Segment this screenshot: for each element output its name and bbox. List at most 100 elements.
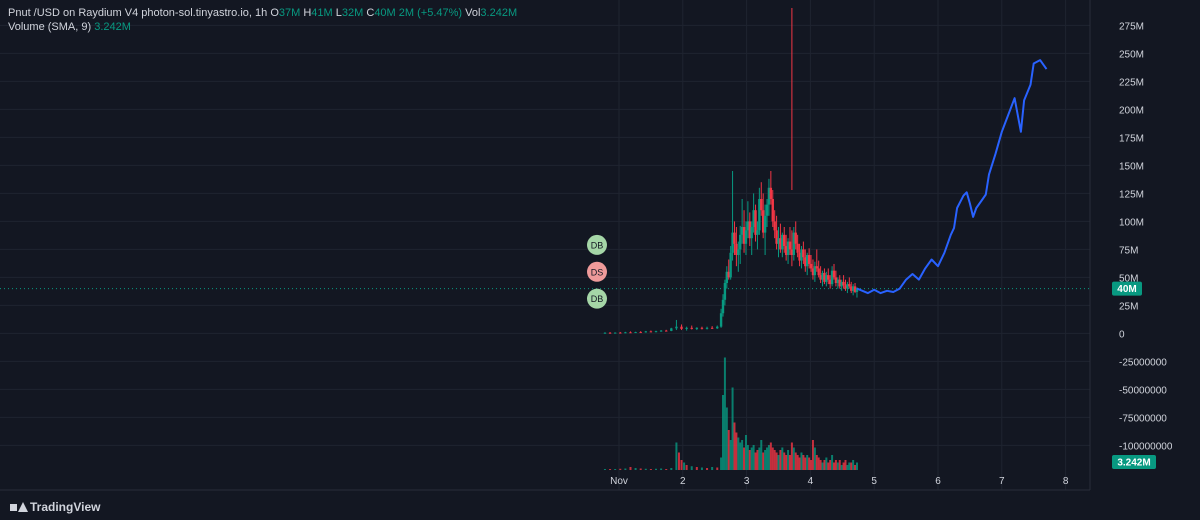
candle[interactable]	[748, 212, 751, 247]
candle[interactable]	[769, 171, 773, 205]
buy-signal-marker[interactable]: DB	[587, 234, 607, 255]
candle[interactable]	[844, 279, 847, 291]
candle[interactable]	[763, 204, 767, 255]
candle[interactable]	[783, 227, 786, 253]
candle[interactable]	[716, 325, 719, 329]
candle[interactable]	[836, 277, 840, 289]
candle[interactable]	[848, 277, 851, 289]
candle[interactable]	[773, 210, 776, 239]
candle[interactable]	[838, 275, 841, 289]
candle[interactable]	[850, 281, 853, 294]
candle[interactable]	[821, 270, 824, 287]
candle[interactable]	[760, 182, 763, 216]
candle[interactable]	[765, 199, 769, 227]
candle[interactable]	[629, 331, 632, 334]
candle[interactable]	[788, 227, 792, 255]
candle[interactable]	[781, 232, 784, 258]
candle[interactable]	[700, 326, 704, 330]
buy-signal-marker[interactable]: DB	[587, 288, 607, 309]
time-axis[interactable]: Nov 2 3 4 5 6 7 8	[610, 476, 1069, 487]
candle[interactable]	[851, 284, 855, 296]
candle[interactable]	[758, 187, 761, 235]
candle[interactable]	[825, 271, 828, 287]
candle[interactable]	[807, 248, 811, 269]
candle[interactable]	[725, 266, 729, 289]
candle[interactable]	[792, 227, 796, 261]
volume-indicator-title[interactable]: Volume (SMA, 9)	[8, 21, 92, 33]
candlestick-series[interactable]	[603, 171, 859, 334]
candle[interactable]	[804, 249, 807, 272]
candle[interactable]	[827, 268, 830, 285]
candle[interactable]	[784, 234, 788, 261]
candle[interactable]	[649, 330, 653, 333]
candle[interactable]	[742, 210, 746, 253]
candle[interactable]	[710, 326, 714, 329]
candle[interactable]	[731, 171, 734, 261]
candle[interactable]	[735, 227, 738, 267]
candle[interactable]	[723, 279, 727, 306]
candle[interactable]	[817, 260, 820, 278]
candle[interactable]	[705, 326, 709, 330]
candle[interactable]	[786, 238, 790, 264]
candle[interactable]	[756, 221, 759, 250]
candle[interactable]	[828, 275, 832, 289]
candle[interactable]	[777, 227, 780, 258]
candle[interactable]	[771, 190, 774, 227]
candle[interactable]	[846, 281, 849, 294]
candle[interactable]	[834, 270, 838, 287]
candle[interactable]	[733, 221, 736, 255]
candle[interactable]	[613, 332, 617, 334]
candle[interactable]	[690, 325, 693, 330]
candle[interactable]	[737, 241, 740, 272]
candle[interactable]	[806, 252, 809, 276]
candle[interactable]	[842, 275, 845, 289]
candle[interactable]	[794, 221, 797, 250]
candle[interactable]	[775, 215, 778, 250]
candle[interactable]	[744, 221, 748, 255]
candle[interactable]	[740, 199, 744, 244]
candle[interactable]	[767, 178, 771, 216]
candle[interactable]	[719, 308, 723, 328]
projection-line[interactable]	[856, 59, 1048, 295]
candle[interactable]	[800, 246, 803, 269]
candle[interactable]	[819, 266, 822, 283]
candle[interactable]	[840, 279, 843, 291]
candle[interactable]	[754, 204, 757, 242]
candle[interactable]	[675, 319, 678, 331]
candle[interactable]	[685, 326, 688, 331]
candle[interactable]	[802, 241, 805, 264]
candle[interactable]	[624, 331, 627, 334]
candle[interactable]	[750, 221, 753, 255]
candle[interactable]	[832, 263, 836, 280]
candle[interactable]	[695, 327, 699, 331]
candle[interactable]	[823, 268, 826, 285]
candle[interactable]	[739, 225, 742, 264]
candle[interactable]	[796, 234, 799, 258]
symbol-title[interactable]: Pnut /USD on Raydium V4 photon-sol.tinya…	[8, 7, 268, 19]
candle[interactable]	[619, 331, 622, 334]
candle[interactable]	[830, 266, 834, 287]
candle[interactable]	[809, 255, 813, 272]
candle[interactable]	[603, 332, 607, 334]
candle[interactable]	[721, 294, 725, 317]
candle[interactable]	[853, 283, 857, 294]
candle[interactable]	[746, 201, 750, 239]
candle[interactable]	[813, 261, 817, 282]
candle[interactable]	[680, 324, 683, 331]
candle[interactable]	[815, 249, 818, 272]
candle[interactable]	[761, 193, 765, 239]
candle[interactable]	[790, 230, 794, 267]
candle[interactable]	[811, 259, 815, 280]
candle[interactable]	[665, 329, 668, 332]
candle[interactable]	[644, 330, 647, 333]
candle[interactable]	[670, 327, 673, 332]
candle[interactable]	[798, 243, 801, 267]
candle[interactable]	[654, 330, 658, 333]
candle[interactable]	[729, 246, 732, 280]
candle[interactable]	[608, 332, 612, 334]
tradingview-logo[interactable]: TradingView	[10, 500, 100, 514]
candle[interactable]	[752, 193, 755, 233]
sell-signal-marker[interactable]: DS	[587, 261, 607, 282]
price-axis[interactable]: 275M 250M 225M 200M 175M 150M 125M 100M 75M 50M 25…	[1119, 21, 1173, 452]
